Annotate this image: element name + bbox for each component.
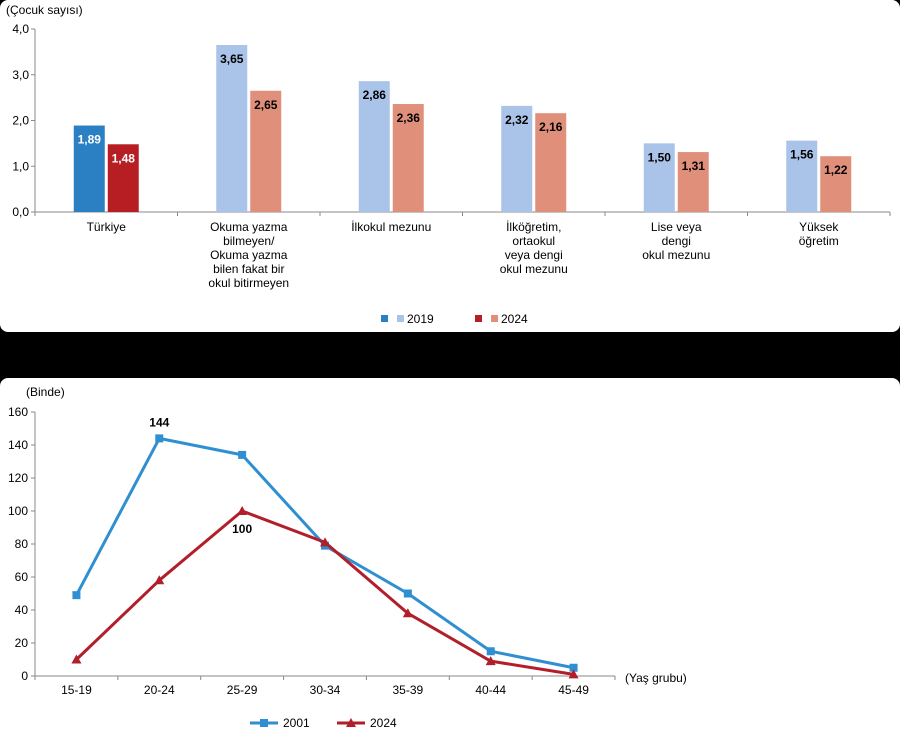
bar-2024-5 xyxy=(820,156,852,212)
y-tick-label: 3,0 xyxy=(12,68,29,82)
y-tick-label: 140 xyxy=(8,438,28,452)
legend-label-2019: 2019 xyxy=(407,312,434,326)
bar-2024-1 xyxy=(250,90,282,212)
point-2001-4 xyxy=(403,589,412,598)
point-2001-6 xyxy=(569,663,578,672)
y-tick-label: 80 xyxy=(15,537,29,551)
data-label-2024-2: 2,36 xyxy=(397,111,421,125)
legend-marker-2001 xyxy=(260,719,268,727)
point-2001-1 xyxy=(155,434,164,443)
x-tick-label-0: 15-19 xyxy=(61,683,92,697)
data-label-2024-5: 1,22 xyxy=(824,163,848,177)
category-label-1: Okuma yazma xyxy=(210,248,288,262)
x-tick-label-1: 20-24 xyxy=(144,683,175,697)
point-2024-4 xyxy=(402,608,413,618)
legend-swatch-2019 xyxy=(397,315,404,322)
data-label-2019-5: 1,56 xyxy=(790,148,814,162)
line-chart-panel: (Binde) (Yaş grubu) 0 20 40 60 80 100 120 140 160 1… xyxy=(0,378,900,738)
legend-swatch-2024 xyxy=(491,315,498,322)
y-tick-label: 120 xyxy=(8,471,28,485)
point-2024-2 xyxy=(237,506,248,515)
category-label-5: Yüksek xyxy=(799,220,839,234)
bar-2019-5 xyxy=(786,140,818,212)
bar-2024-2 xyxy=(392,104,424,212)
y-tick-label: 60 xyxy=(15,570,29,584)
y-tick-label: 100 xyxy=(8,504,28,518)
category-label-1: bilen fakat bir xyxy=(213,262,284,276)
legend-label-2001: 2001 xyxy=(283,716,310,730)
bar-2019-4 xyxy=(643,143,675,212)
category-label-4: okul mezunu xyxy=(642,248,710,262)
series-line-2001 xyxy=(75,436,574,670)
legend-marker-2024 xyxy=(346,718,356,727)
bar-2024-0 xyxy=(107,144,139,212)
bar-chart-panel: (Çocuk sayısı) 0,0 1,0 2,0 3,0 4,0 1,89 1,48 Tür… xyxy=(0,0,900,332)
x-tick-label-6: 45-49 xyxy=(558,683,589,697)
bar-chart: (Çocuk sayısı) 0,0 1,0 2,0 3,0 4,0 1,89 1,48 Tür… xyxy=(6,3,891,326)
legend-label-2024: 2024 xyxy=(370,716,397,730)
point-2024-1 xyxy=(154,575,165,585)
category-label-3: ortaokul xyxy=(512,234,555,248)
point-2024-6 xyxy=(568,669,579,679)
x-tick-label-4: 35-39 xyxy=(393,683,424,697)
y-tick-label: 20 xyxy=(15,636,29,650)
data-label-2019-1: 3,65 xyxy=(220,52,244,66)
data-label-2024-1: 2,65 xyxy=(254,98,278,112)
x-tick-label-2: 25-29 xyxy=(227,683,258,697)
category-label-3: okul mezunu xyxy=(500,262,568,276)
legend-marker-2024 xyxy=(475,315,482,322)
y-axis-label: (Binde) xyxy=(26,385,65,399)
category-label-4: Lise veya xyxy=(651,220,702,234)
y-axis-label: (Çocuk sayısı) xyxy=(6,3,83,17)
point-2024-3 xyxy=(320,537,330,547)
annotation-2024: 100 xyxy=(232,522,252,536)
point-2001-2 xyxy=(238,450,247,459)
bar-2019-2 xyxy=(358,81,390,212)
data-label-2019-2: 2,86 xyxy=(363,88,387,102)
series-line-2024 xyxy=(75,509,574,676)
y-tick-label: 1,0 xyxy=(12,159,29,173)
y-tick-label: 0,0 xyxy=(12,205,29,219)
y-tick-label: 0 xyxy=(21,669,28,683)
category-label-4: dengi xyxy=(662,234,691,248)
data-label-2019-3: 2,32 xyxy=(505,113,529,127)
x-axis-label: (Yaş grubu) xyxy=(625,671,687,685)
bar-2019-3 xyxy=(501,105,533,212)
line-chart: (Binde) (Yaş grubu) 0 20 40 60 80 100 120 140 160 1… xyxy=(8,385,687,730)
data-label-2024-0: 1,48 xyxy=(112,151,136,165)
category-label-0: Türkiye xyxy=(87,220,127,234)
category-label-1: okul bitirmeyen xyxy=(208,276,289,290)
y-tick-label: 40 xyxy=(15,603,29,617)
y-tick-label: 2,0 xyxy=(12,114,29,128)
data-label-2019-0: 1,89 xyxy=(78,133,102,147)
bar-2024-3 xyxy=(535,113,567,212)
point-2024-0 xyxy=(71,654,82,664)
bar-2019-1 xyxy=(216,45,248,213)
x-tick-label-5: 40-44 xyxy=(475,683,506,697)
category-label-2: İlkokul mezunu xyxy=(351,220,431,234)
data-label-2024-4: 1,31 xyxy=(682,159,706,173)
category-label-5: öğretim xyxy=(799,234,839,248)
category-label-3: veya dengi xyxy=(505,248,563,262)
category-label-1: Okuma yazma xyxy=(210,220,288,234)
legend-label-2024: 2024 xyxy=(501,312,528,326)
bar-2019-0 xyxy=(73,125,105,212)
point-2001-5 xyxy=(486,647,495,656)
point-2001-0 xyxy=(72,591,81,600)
data-label-2024-3: 2,16 xyxy=(539,120,563,134)
data-label-2019-4: 1,50 xyxy=(648,150,672,164)
bar-2024-4 xyxy=(677,152,709,212)
annotation-2001: 144 xyxy=(149,415,169,429)
x-tick-label-3: 30-34 xyxy=(310,683,341,697)
y-tick-label: 4,0 xyxy=(12,22,29,36)
legend-marker-2019 xyxy=(381,315,388,322)
point-2024-5 xyxy=(485,656,496,666)
category-label-3: İlköğretim, xyxy=(506,220,561,234)
y-tick-label: 160 xyxy=(8,405,28,419)
category-label-1: bilmeyen/ xyxy=(223,234,275,248)
